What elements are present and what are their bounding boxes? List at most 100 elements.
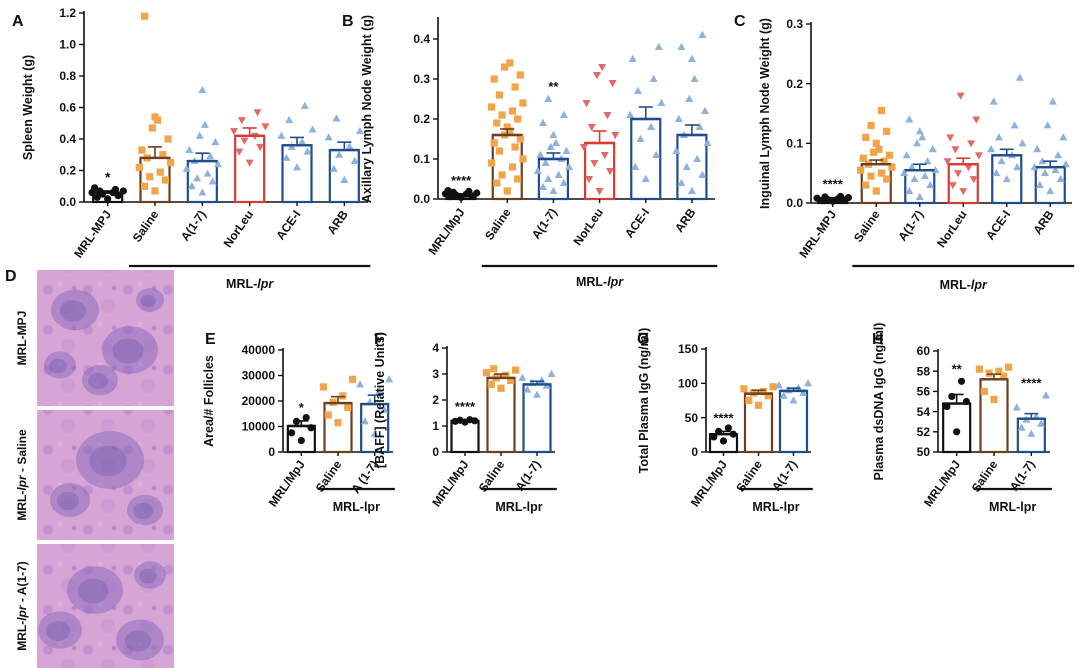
data-point bbox=[997, 157, 1006, 165]
y-tick-label: 0 bbox=[268, 445, 275, 459]
data-point bbox=[324, 411, 332, 419]
y-tick-label: 60 bbox=[917, 344, 931, 358]
data-point bbox=[603, 112, 612, 120]
data-point bbox=[693, 154, 702, 162]
data-point bbox=[282, 153, 291, 161]
data-point bbox=[754, 401, 763, 409]
data-point bbox=[862, 133, 870, 141]
follicle bbox=[44, 351, 76, 379]
follicle-core bbox=[77, 578, 109, 604]
data-point bbox=[994, 133, 1003, 141]
y-tick-label: 40000 bbox=[242, 343, 276, 357]
data-point bbox=[918, 133, 927, 141]
data-point bbox=[303, 147, 312, 155]
data-point bbox=[1015, 73, 1024, 81]
y-tick-label: 3 bbox=[432, 367, 439, 381]
data-point bbox=[506, 59, 514, 67]
data-point bbox=[91, 184, 99, 192]
data-point bbox=[549, 130, 558, 138]
data-point bbox=[497, 384, 505, 392]
data-point bbox=[293, 163, 301, 171]
data-point bbox=[206, 152, 215, 160]
category-label: ARB bbox=[1030, 207, 1057, 237]
data-point bbox=[511, 366, 520, 374]
follicle bbox=[50, 483, 90, 517]
data-point bbox=[503, 187, 511, 195]
histology-image bbox=[37, 544, 174, 668]
bar bbox=[942, 402, 972, 454]
follicle bbox=[102, 326, 158, 374]
panel-letter: F bbox=[374, 331, 384, 348]
histology-label: MRL-lpr - Saline bbox=[15, 429, 29, 521]
y-axis-label: Spleen Weight (g) bbox=[21, 55, 35, 160]
y-tick-label: 0.2 bbox=[786, 77, 803, 91]
y-axis-label: Inguinal Lymph Node Weight (g) bbox=[758, 18, 772, 209]
data-point bbox=[872, 187, 880, 195]
data-point bbox=[559, 110, 568, 118]
data-point bbox=[380, 405, 389, 413]
data-point bbox=[883, 175, 891, 183]
data-point bbox=[253, 109, 262, 117]
significance-stars: ** bbox=[952, 361, 963, 376]
data-point bbox=[554, 170, 563, 178]
y-tick-label: 0.2 bbox=[413, 112, 430, 126]
data-point bbox=[167, 159, 175, 167]
panel-letter: C bbox=[734, 13, 746, 30]
data-point bbox=[779, 391, 788, 399]
group-label: MRL-lpr bbox=[333, 500, 380, 514]
data-point bbox=[511, 83, 519, 91]
data-point bbox=[185, 145, 194, 154]
data-point bbox=[698, 170, 707, 178]
data-point bbox=[951, 146, 960, 154]
data-point bbox=[585, 176, 594, 184]
data-point bbox=[187, 182, 196, 190]
data-point bbox=[140, 12, 149, 20]
data-point bbox=[138, 146, 146, 154]
data-point bbox=[547, 369, 556, 377]
category-label: A(1-7) bbox=[895, 208, 926, 244]
data-point bbox=[967, 140, 976, 148]
follicle bbox=[136, 288, 164, 312]
data-point bbox=[487, 380, 495, 388]
panel-letter: G bbox=[637, 331, 649, 348]
data-point bbox=[990, 395, 998, 404]
data-point bbox=[888, 163, 896, 171]
data-point bbox=[536, 150, 545, 158]
data-point bbox=[114, 192, 122, 200]
data-point bbox=[910, 174, 919, 183]
data-point bbox=[641, 174, 650, 182]
data-point bbox=[883, 127, 891, 135]
data-point bbox=[948, 182, 957, 190]
data-point bbox=[724, 424, 732, 432]
data-point bbox=[495, 147, 504, 155]
category-label: MRL-MPJ bbox=[796, 208, 839, 261]
data-point bbox=[356, 380, 365, 388]
data-point bbox=[261, 123, 270, 131]
follicle-core bbox=[140, 294, 156, 308]
data-point bbox=[920, 171, 929, 180]
y-axis-label: Plasma dsDNA IgG (ng/ml) bbox=[872, 323, 886, 481]
data-point bbox=[93, 193, 101, 201]
data-point bbox=[969, 176, 978, 184]
data-point bbox=[538, 118, 547, 126]
data-point bbox=[198, 188, 207, 196]
data-point bbox=[156, 168, 164, 176]
category-label: Saline bbox=[851, 207, 883, 244]
data-point bbox=[1013, 163, 1022, 171]
data-point bbox=[590, 160, 599, 168]
data-point bbox=[682, 162, 691, 170]
histology-image bbox=[37, 270, 174, 406]
data-point bbox=[859, 154, 867, 162]
data-point bbox=[992, 168, 1001, 177]
category-label: ARB bbox=[324, 207, 351, 237]
y-tick-label: 1.2 bbox=[59, 6, 76, 20]
follicle bbox=[134, 561, 166, 589]
y-tick-label: 58 bbox=[917, 364, 931, 378]
data-point bbox=[482, 369, 491, 377]
data-point bbox=[695, 122, 704, 130]
data-point bbox=[159, 151, 167, 159]
data-point bbox=[1048, 97, 1057, 105]
data-point bbox=[544, 94, 553, 102]
category-label: MRL/MpJ bbox=[921, 458, 963, 510]
data-point bbox=[348, 375, 357, 383]
